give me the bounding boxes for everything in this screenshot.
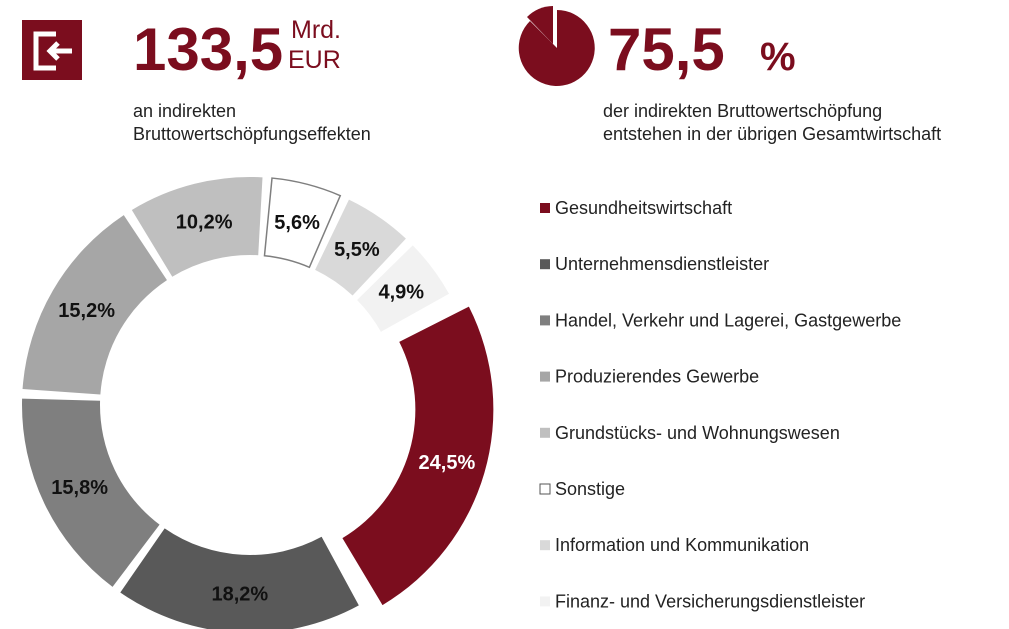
unit: EUR bbox=[288, 46, 341, 74]
legend-swatch bbox=[540, 427, 550, 438]
caption: Bruttowertschöpfungseffekten bbox=[133, 124, 371, 144]
donut-segment bbox=[315, 199, 406, 296]
legend-swatch bbox=[540, 259, 550, 270]
exit-icon bbox=[22, 20, 82, 80]
data-label: 24,5% bbox=[419, 452, 476, 474]
legend-label: Grundstücks- und Wohnungswesen bbox=[555, 423, 840, 443]
data-label: 15,2% bbox=[58, 300, 115, 322]
legend-swatch bbox=[540, 371, 550, 382]
donut-segment bbox=[120, 528, 359, 629]
legend-label: Finanz- und Versicherungsdienstleister bbox=[555, 591, 865, 611]
data-label: 5,5% bbox=[334, 239, 380, 261]
donut-segment bbox=[342, 306, 494, 606]
donut-segment bbox=[357, 245, 450, 332]
data-label: 18,2% bbox=[211, 584, 268, 606]
donut-segment bbox=[22, 215, 167, 395]
donut-segment bbox=[131, 177, 263, 277]
data-label: 15,8% bbox=[51, 477, 108, 499]
legend-label: Produzierendes Gewerbe bbox=[555, 367, 759, 387]
data-label: 5,6% bbox=[274, 212, 320, 234]
legend-label: Information und Kommunikation bbox=[555, 535, 809, 555]
unit: Mrd. bbox=[291, 16, 341, 44]
caption: der indirekten Bruttowertschöpfung bbox=[603, 101, 882, 121]
big-number: 75,5 bbox=[608, 16, 725, 83]
legend-label: Gesundheitswirtschaft bbox=[555, 198, 732, 218]
legend-swatch bbox=[540, 540, 550, 551]
donut-segment bbox=[263, 177, 342, 269]
unit: % bbox=[760, 35, 796, 79]
legend-label: Handel, Verkehr und Lagerei, Gastgewerbe bbox=[555, 310, 901, 330]
donut-segment bbox=[21, 398, 160, 587]
big-number: 133,5 bbox=[133, 16, 283, 83]
legend-label: Unternehmensdienstleister bbox=[555, 254, 769, 274]
legend-swatch bbox=[540, 596, 550, 607]
legend-swatch bbox=[539, 483, 551, 495]
data-label: 10,2% bbox=[176, 212, 233, 234]
legend-label: Sonstige bbox=[555, 479, 625, 499]
pie-icon bbox=[518, 6, 595, 86]
data-label: 4,9% bbox=[378, 282, 424, 304]
caption: entstehen in der übrigen Gesamtwirtschaf… bbox=[603, 124, 941, 144]
caption: an indirekten bbox=[133, 101, 236, 121]
legend-swatch bbox=[540, 315, 550, 326]
legend-swatch bbox=[540, 203, 550, 213]
